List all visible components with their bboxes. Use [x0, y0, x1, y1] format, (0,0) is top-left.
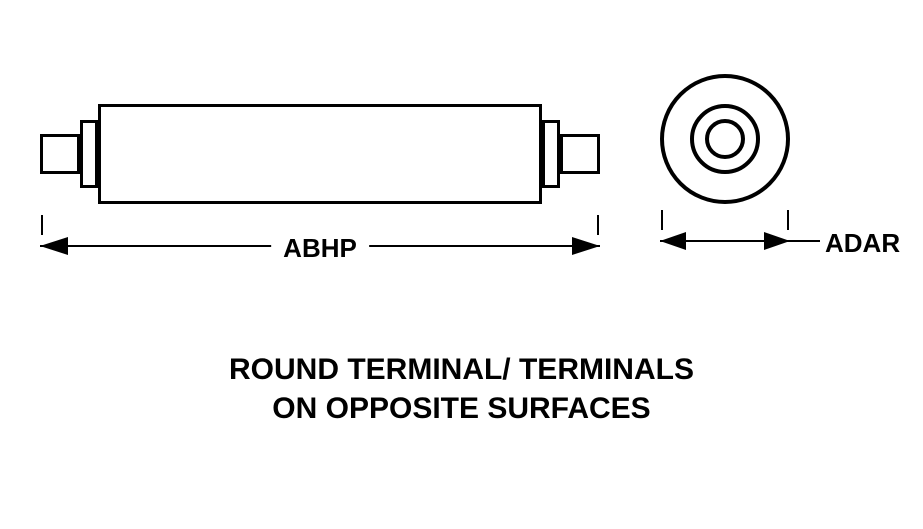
dimension-label-abhp: ABHP — [271, 233, 369, 264]
terminal-right — [560, 134, 600, 174]
dimension-abhp: ABHP — [40, 215, 600, 275]
extension-line-left — [661, 210, 663, 230]
terminal-left — [40, 134, 80, 174]
extension-line-left — [41, 215, 43, 235]
arrow-right-icon — [764, 232, 790, 250]
diagram-title: ROUND TERMINAL/ TERMINALS ON OPPOSITE SU… — [0, 350, 923, 428]
dimension-adar: ADAR — [660, 210, 923, 270]
arrow-left-icon — [660, 232, 686, 250]
circle-inner — [705, 119, 745, 159]
leader-line — [790, 240, 820, 242]
arrow-left-icon — [40, 237, 68, 255]
extension-line-right — [787, 210, 789, 230]
arrow-right-icon — [572, 237, 600, 255]
end-cap-right — [542, 120, 560, 188]
technical-diagram: ABHP ADAR — [40, 60, 890, 340]
title-line-2: ON OPPOSITE SURFACES — [0, 389, 923, 428]
title-line-1: ROUND TERMINAL/ TERMINALS — [0, 350, 923, 389]
end-cap-left — [80, 120, 98, 188]
cylinder-body — [98, 104, 542, 204]
dimension-label-adar: ADAR — [825, 228, 900, 259]
extension-line-right — [597, 215, 599, 235]
